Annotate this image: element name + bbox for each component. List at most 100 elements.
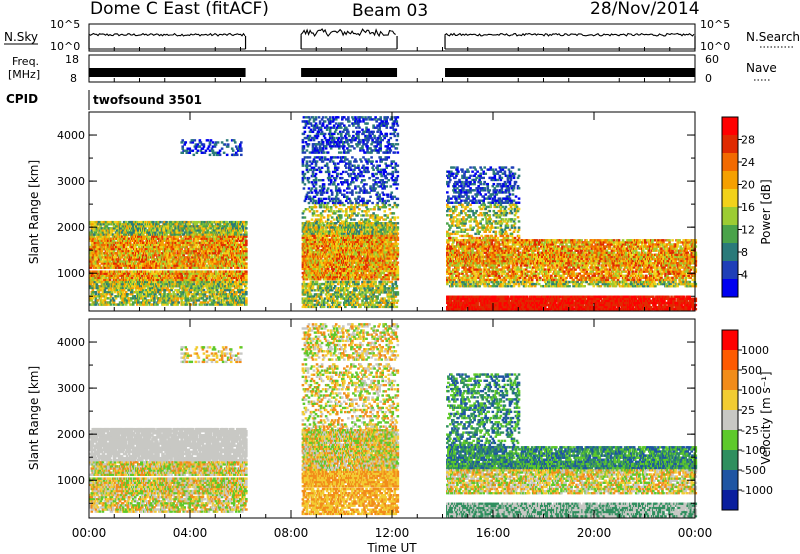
range-cell [124, 297, 127, 299]
range-cell [113, 240, 116, 242]
range-cell [169, 293, 172, 295]
range-cell [117, 295, 120, 297]
range-cell [113, 244, 116, 246]
range-cell [227, 297, 230, 299]
range-cell [154, 231, 157, 233]
range-cell [112, 254, 115, 256]
range-cell [177, 301, 180, 303]
range-cell [123, 289, 126, 291]
range-cell [125, 303, 128, 305]
range-cell [98, 291, 101, 293]
range-cell [180, 141, 183, 143]
range-cell [187, 293, 190, 295]
range-cell [221, 141, 224, 143]
range-cell [111, 291, 114, 293]
range-cell [172, 299, 175, 301]
range-cell [97, 299, 100, 301]
range-cell [93, 235, 96, 237]
range-cell [208, 145, 211, 147]
nsky-tick-top: 10^5 [50, 18, 80, 31]
station-title: Dome C East (fitACF) [90, 0, 269, 19]
range-cell [101, 254, 104, 256]
range-cell [211, 223, 214, 225]
range-cell [125, 258, 128, 260]
range-cell [135, 289, 138, 291]
range-cell [147, 258, 150, 260]
freq-label-line1: Freq. [12, 55, 39, 68]
range-cell [180, 231, 183, 233]
range-cell [172, 291, 175, 293]
range-cell [212, 141, 215, 143]
range-cell [155, 254, 158, 256]
nsearch-tick-top: 10^5 [700, 18, 730, 31]
range-cell [206, 264, 209, 266]
range-cell [105, 295, 108, 297]
range-cell [218, 299, 221, 301]
range-cell [141, 275, 144, 277]
nsearch-tick-bottom: 10^0 [700, 40, 730, 53]
range-cell [127, 229, 130, 231]
range-cell [210, 270, 213, 272]
range-cell [158, 250, 161, 252]
range-cell [119, 221, 122, 223]
range-cell [214, 145, 217, 147]
range-cell [224, 291, 227, 293]
range-cell [209, 143, 212, 145]
range-cell [204, 262, 207, 264]
range-cell [95, 303, 98, 305]
range-cell [192, 150, 195, 152]
range-cell [195, 246, 198, 248]
range-cell [227, 143, 230, 145]
range-cell [201, 303, 204, 305]
range-cell [141, 240, 144, 242]
range-cell [125, 221, 128, 223]
range-cell [158, 275, 161, 277]
range-cell [213, 291, 216, 293]
range-cell [176, 299, 179, 301]
range-cell [135, 260, 138, 262]
range-cell [141, 248, 144, 250]
range-cell [109, 260, 112, 262]
range-cell [130, 248, 133, 250]
range-cell [213, 293, 216, 295]
range-cell [104, 299, 107, 301]
range-cell [170, 289, 173, 291]
range-cell [97, 262, 100, 264]
range-cell [223, 275, 226, 277]
range-cell [219, 150, 222, 152]
range-cell [128, 301, 131, 303]
range-cell [170, 227, 173, 229]
range-cell [182, 301, 185, 303]
range-cell [227, 295, 230, 297]
range-cell [168, 258, 171, 260]
range-cell [227, 258, 230, 260]
range-cell [211, 254, 214, 256]
beam-label: Beam 03 [352, 1, 428, 21]
range-cell [163, 293, 166, 295]
range-cell [206, 225, 209, 227]
range-cell [211, 147, 214, 149]
range-cell [95, 231, 98, 233]
range-cell [181, 238, 184, 240]
range-cell [131, 277, 134, 279]
range-cell [117, 277, 120, 279]
range-cell [181, 145, 184, 147]
range-cell [222, 267, 225, 269]
range-cell [171, 281, 174, 283]
range-cell [105, 277, 108, 279]
range-cell [90, 283, 93, 285]
range-cell [185, 246, 188, 248]
range-cell [181, 283, 184, 285]
range-cell [100, 297, 103, 299]
range-cell [150, 293, 153, 295]
range-cell [119, 258, 122, 260]
range-cell [220, 297, 223, 299]
range-cell [106, 270, 109, 272]
range-cell [160, 264, 163, 266]
range-cell [209, 297, 212, 299]
range-cell [153, 299, 156, 301]
range-cell [204, 152, 207, 154]
range-cell [184, 141, 187, 143]
range-cell [208, 281, 211, 283]
freq-tick-bottom: 8 [70, 72, 77, 85]
